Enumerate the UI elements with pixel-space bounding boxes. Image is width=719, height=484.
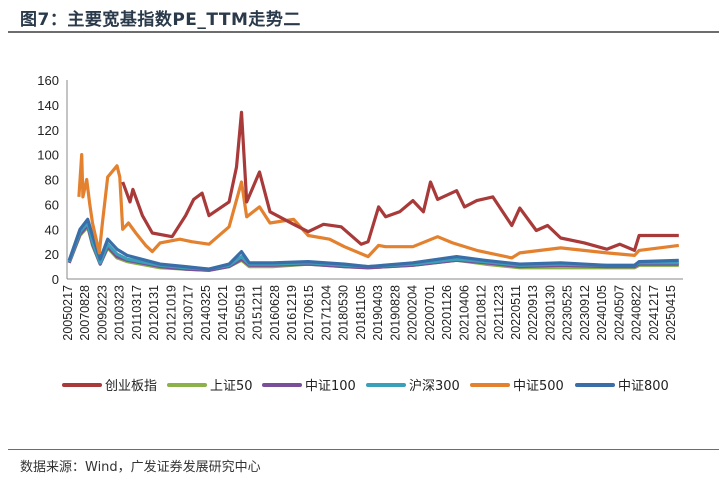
y-tick-label: 100 [37, 148, 59, 163]
pe-ttm-line-chart: 0 20 40 60 80 100 120 140 160 20050217 20070828 200… [37, 73, 683, 341]
y-tick-label: 20 [45, 247, 59, 262]
x-tick-label: 20220511 [509, 285, 523, 340]
x-tick-label: 20200701 [423, 285, 437, 341]
legend-label: 中证800 [618, 379, 669, 394]
x-tick-label: 20200204 [406, 285, 420, 341]
x-tick-label: 20220913 [526, 285, 540, 341]
legend-label: 中证100 [305, 379, 356, 394]
legend-item: 中证500 [470, 375, 564, 394]
y-tick-label: 60 [45, 197, 59, 212]
x-tick-label: 20120131 [147, 285, 161, 341]
x-tick-label: 20150519 [233, 285, 247, 341]
legend-swatch [470, 382, 510, 387]
y-tick-label: 120 [37, 123, 59, 138]
x-tick-label: 20201126 [440, 285, 454, 340]
x-tick-label: 20180530 [337, 285, 351, 341]
x-tick-label: 20151211 [251, 285, 265, 340]
x-tick-label: 20181105 [354, 285, 368, 340]
y-tick-label: 80 [45, 173, 59, 188]
y-tick-label: 160 [37, 73, 59, 88]
legend-swatch [167, 382, 207, 387]
x-tick-label: 20240507 [612, 285, 626, 341]
legend-label: 上证50 [210, 379, 253, 394]
source-note: 数据来源：Wind，广发证券发展研究中心 [20, 460, 261, 475]
y-tick-label: 40 [45, 222, 59, 237]
x-tick-label: 20090223 [95, 285, 109, 341]
x-tick-label: 20141021 [216, 285, 230, 341]
x-tick-label: 20050217 [61, 285, 75, 341]
x-tick-label: 20070828 [78, 285, 92, 341]
x-tick-label: 20110317 [130, 285, 144, 340]
x-tick-label: 20250415 [664, 285, 678, 341]
legend-label: 创业板指 [105, 379, 158, 394]
x-tick-label: 20160628 [268, 285, 282, 341]
legend-swatch [262, 382, 302, 387]
x-tick-label: 20161219 [285, 285, 299, 341]
series-line-3 [67, 221, 679, 271]
x-tick-label: 20241217 [647, 285, 661, 341]
legend-item: 创业板指 [62, 375, 157, 394]
legend-swatch [366, 382, 406, 387]
x-tick-label: 20140325 [199, 285, 213, 341]
x-tick-label: 20190403 [371, 285, 385, 341]
x-tick-label: 20170615 [302, 285, 316, 341]
legend-label: 中证500 [513, 379, 564, 394]
x-tick-label: 20240822 [630, 285, 644, 341]
legend-item: 上证50 [167, 375, 253, 394]
source-divider [8, 449, 719, 450]
x-tick-label: 20210406 [457, 285, 471, 341]
legend-item: 沪深300 [366, 375, 460, 394]
y-tick-label: 0 [52, 272, 59, 287]
x-tick-label: 20230130 [543, 285, 557, 341]
x-tick-label: 20130717 [182, 285, 196, 341]
x-tick-label: 20190828 [388, 285, 402, 341]
legend-swatch [62, 382, 102, 387]
x-tick-label: 20211223 [492, 285, 506, 340]
legend-label: 沪深300 [409, 379, 460, 394]
x-tick-label: 20230912 [578, 285, 592, 341]
series-line-0 [121, 110, 679, 252]
x-tick-label: 20171204 [319, 285, 333, 341]
legend-swatch [575, 382, 615, 387]
chart-legend: 创业板指 上证50 中证100 沪深300 中证500 中证800 [0, 375, 719, 394]
x-tick-label: 20100323 [113, 285, 127, 341]
x-tick-label: 20210812 [475, 285, 489, 341]
figure-title: 图7：主要宽基指数PE_TTM走势二 [20, 10, 301, 30]
title-divider [8, 31, 719, 33]
x-tick-label: 20240105 [595, 285, 609, 341]
x-tick-label: 20121019 [164, 285, 178, 341]
legend-item: 中证100 [262, 375, 356, 394]
x-tick-label: 20230525 [561, 285, 575, 341]
y-tick-label: 140 [37, 98, 59, 113]
legend-item: 中证800 [575, 375, 669, 394]
